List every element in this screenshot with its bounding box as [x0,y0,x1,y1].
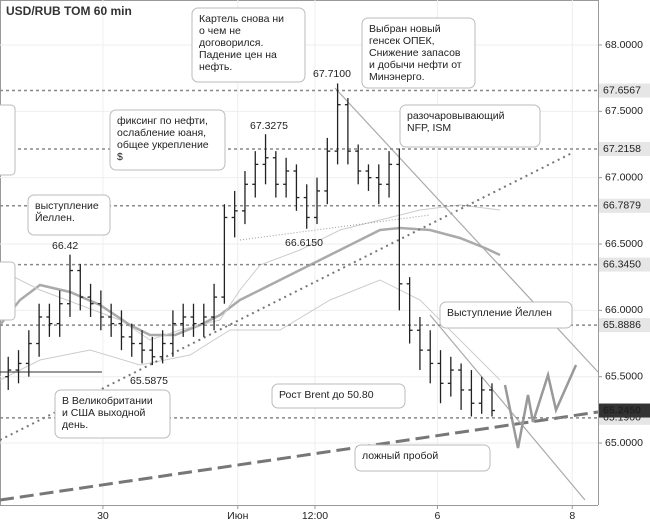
callout-text: и США выходной [62,407,146,419]
y-tick-label: 67.0000 [605,171,643,183]
level-label: 65.8886 [603,319,641,331]
price-label: 67.7100 [313,68,351,80]
projection [503,364,578,449]
callout-text: Картель снова ни [199,13,284,25]
x-tick-label: 12:00 [302,510,328,522]
callout-text: о чем не [199,25,241,37]
callout-text: разочаровывающий [407,110,505,122]
y-tick-label: 65.0000 [605,437,643,449]
callout-text: NFP, ISM [407,122,451,134]
callout-text: Выступление Йеллен [447,306,552,319]
level-label-bg [599,142,650,157]
axes: 65.0000 65.5000 66.0000 66.5000 67.0000 67.50… [97,39,650,522]
level-label-bg [599,318,650,333]
callout-box [54,389,171,439]
callout-text: ослабление юаня, [117,127,206,139]
bars [5,83,495,417]
y-tick-label: 67.5000 [605,105,643,117]
callout-partial [0,104,16,176]
callout-partial [0,261,16,321]
callout-text: договорился. [199,37,263,49]
callout-box [361,17,476,89]
callout-text: ложный пробой [362,450,438,462]
chart-title: USD/RUB TOM 60 min [6,4,132,18]
price-label: 65.5875 [130,375,168,387]
level-label: 67.6567 [603,84,641,96]
level-label: 66.7879 [603,200,641,212]
y-tick-label: 68.0000 [605,39,643,51]
support-dotted [0,152,573,441]
band-lower [0,279,501,381]
support-dashed [0,410,599,502]
level-label: 67.2158 [603,143,641,155]
callout-text: генсек ОПЕК, [369,35,435,47]
callout-text: Падение цен на [199,49,277,61]
x-tick-label: 6 [435,510,441,522]
callout-box [271,383,406,409]
level-label: 66.3450 [603,258,641,270]
price-label: 66.6150 [285,237,323,249]
callout-text: Выбран новый [369,23,441,35]
callout-box [399,104,541,148]
callout-text: общее укрепление [117,139,209,151]
callout-text: нефть. [199,61,232,73]
callout-text: Рост Brent до 50.80 [279,389,374,401]
callout-box [109,109,226,171]
callout-text: выступление [35,200,99,212]
band-upper [0,204,501,341]
last-price-label: 65.2450 [603,404,641,416]
y-tick-label: 65.5000 [605,370,643,382]
y-tick-label: 66.0000 [605,304,643,316]
price-label: 67.3275 [250,120,288,132]
x-tick-label: 30 [97,510,109,522]
level-label-bg [599,83,650,98]
callout-text: Снижение запасов [369,47,461,59]
callout-text: $ [117,151,123,163]
callout-text: В Великобритании [62,395,153,407]
level-label-bg [599,257,650,272]
callout-text: фиксинг по нефти, [117,115,208,127]
callout-box [439,301,573,329]
x-tick-label: Июн [227,510,248,522]
annotations: 66.42 67.3275 67.7100 66.6150 65.5875 Картель… [27,7,573,472]
callout-box [27,194,111,236]
callout-box [191,7,306,83]
callout-text: день. [62,419,88,431]
callout-text: Йеллен. [35,211,75,224]
callout-box [354,444,491,472]
level-label-bg [599,198,650,213]
channel-lower [429,314,586,501]
last-price-bg [599,403,650,418]
y-tick-label: 66.5000 [605,238,643,250]
callout-text: Минэнерго. [369,71,425,83]
minor-trend [239,214,431,241]
price-label: 66.42 [52,240,78,252]
callout-text: и добычи нефти от [369,59,462,71]
x-tick-label: 8 [569,510,575,522]
